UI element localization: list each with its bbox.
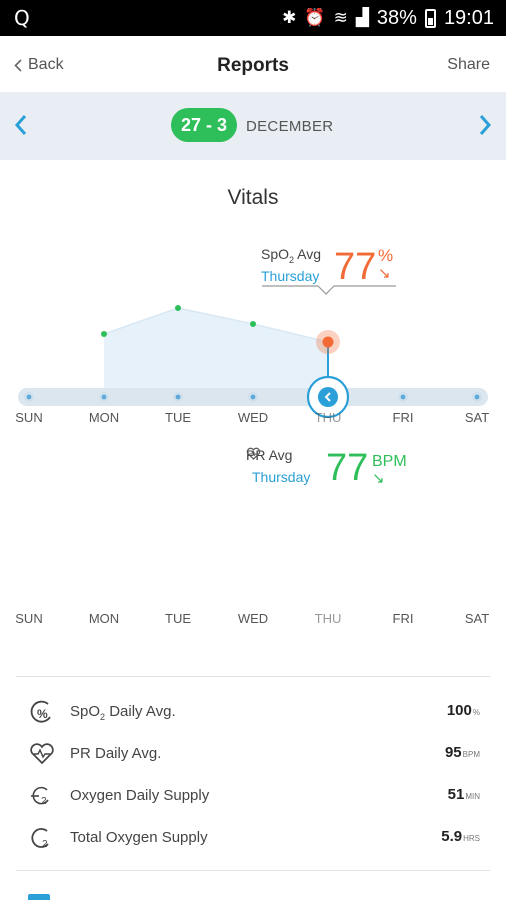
spo2-day-label-tue[interactable]: TUE: [165, 410, 191, 425]
spo2-day-label-wed[interactable]: WED: [237, 410, 269, 425]
summary-value: 51MIN: [447, 786, 480, 803]
pr-avg-unit: BPM: [372, 453, 407, 470]
summary-oxygen-daily-supply: 2 Oxygen Daily Supply 51MIN: [0, 775, 506, 817]
signal-icon: ▟: [355, 8, 369, 28]
next-section-peek: [28, 894, 50, 900]
spo2-track-dot-center: [175, 394, 181, 400]
o2-total-icon: 2: [31, 828, 49, 850]
next-week-button[interactable]: [472, 110, 498, 140]
spo2-track-dot-center: [400, 394, 406, 400]
status-bar: Q ✱ ⏰ ≋ ▟ 38% 19:01: [0, 0, 506, 36]
summary-spo2-daily-avg: % SpO2 Daily Avg. 100%: [0, 691, 506, 733]
previous-week-button[interactable]: [8, 110, 34, 140]
pr-day-label-fri[interactable]: FRI: [392, 611, 414, 626]
spo2-chart-svg: [18, 285, 488, 419]
spo2-point: [101, 331, 107, 337]
pr-tooltip: PR Avg Thursday 77 BPM ↘: [234, 443, 414, 503]
svg-text:2: 2: [41, 796, 47, 807]
summary-label: Total Oxygen Supply: [70, 829, 208, 846]
summary-label: SpO2 Daily Avg.: [70, 703, 176, 722]
wifi-icon: ≋: [333, 8, 348, 28]
spo2-chart: SpO2 Avg Thursday 77 % ↘ SUN MON TUE WED THU…: [0, 236, 506, 436]
spo2-day-label-sun[interactable]: SUN: [15, 410, 43, 425]
spo2-day-label-fri[interactable]: FRI: [392, 410, 414, 425]
oxygen-supply-icon: 2: [31, 786, 49, 807]
pr-avg-value: 77: [326, 447, 369, 489]
spo2-tooltip-pointer: [262, 285, 396, 295]
divider: [16, 676, 490, 677]
summary-label: PR Daily Avg.: [70, 745, 162, 762]
spo2-handle-core: [318, 387, 338, 407]
svg-text:2: 2: [42, 839, 48, 850]
summary-value: 95BPM: [444, 744, 480, 761]
heart-pulse-icon: [246, 447, 261, 460]
pr-day-label-wed[interactable]: WED: [237, 611, 269, 626]
pr-day-label-sun[interactable]: SUN: [15, 611, 43, 626]
back-label: Back: [28, 56, 64, 73]
spo2-day-label-mon[interactable]: MON: [88, 410, 120, 425]
summary-total-oxygen-supply: 2 Total Oxygen Supply 5.9HRS: [0, 817, 506, 859]
date-range-month: DECEMBER: [246, 118, 334, 135]
summary-pr-daily-avg: PR Daily Avg. 95BPM: [0, 733, 506, 775]
pr-day-label-thu[interactable]: THU: [314, 611, 342, 626]
spo2-line: [103, 307, 329, 343]
chevron-right-icon: [479, 115, 492, 135]
svg-text:%: %: [37, 707, 48, 721]
clock-time: 19:01: [443, 6, 494, 29]
pr-chart-svg: [0, 437, 506, 637]
chevron-left-icon: [14, 58, 22, 72]
bluetooth-icon: ✱: [282, 8, 297, 28]
spo2-point: [175, 305, 181, 311]
nav-bar: Back Reports Share: [0, 36, 506, 92]
chevron-left-icon: [324, 392, 331, 402]
pr-chart: PR Avg Thursday 77 BPM ↘ SUN MON TUE WED THU…: [0, 437, 506, 637]
pr-day-label-sat[interactable]: SAT: [464, 611, 490, 626]
spo2-point: [250, 321, 256, 327]
spo2-avg-unit: %: [378, 246, 394, 265]
date-range-bar: 27 - 3 DECEMBER: [0, 92, 506, 160]
alarm-icon: ⏰: [304, 8, 326, 28]
spo2-track-dot-center: [26, 394, 32, 400]
spo2-track-dot-center: [474, 394, 480, 400]
back-button[interactable]: Back: [14, 56, 64, 74]
pr-day-label-mon[interactable]: MON: [88, 611, 120, 626]
share-button[interactable]: Share: [447, 56, 490, 73]
summary-value: 5.9HRS: [441, 828, 480, 845]
divider: [16, 870, 490, 871]
trend-down-icon: ↘: [372, 469, 385, 487]
pr-day-label-tue[interactable]: TUE: [165, 611, 191, 626]
spo2-track-dot-center: [250, 394, 256, 400]
spo2-percent-icon: %: [30, 700, 51, 723]
spo2-day-label-sat[interactable]: SAT: [464, 410, 490, 425]
section-title: Vitals: [227, 186, 279, 209]
chevron-left-icon: [14, 115, 27, 135]
battery-icon: [424, 8, 436, 28]
battery-percent: 38%: [376, 6, 417, 29]
summary-label: Oxygen Daily Supply: [70, 787, 210, 804]
spo2-day-selector-handle[interactable]: [306, 375, 350, 419]
page-title: Reports: [217, 55, 289, 76]
spo2-avg-value: 77: [334, 246, 377, 288]
spo2-area: [104, 308, 328, 397]
pr-avg-label: PR Avg: [246, 447, 292, 463]
heart-pulse-icon: [30, 743, 54, 765]
spo2-avg-label: SpO2 Avg: [261, 246, 322, 265]
spo2-avg-day: Thursday: [261, 268, 320, 284]
status-icons: ✱ ⏰ ≋ ▟ 38% 19:01: [282, 5, 494, 31]
summary-value: 100%: [446, 702, 480, 719]
spo2-track-dot-center: [101, 394, 107, 400]
spo2-tooltip: SpO2 Avg Thursday 77 % ↘: [248, 242, 408, 302]
pr-avg-day: Thursday: [252, 469, 311, 485]
notification-q-icon: Q: [14, 6, 30, 30]
spo2-day-label-thu[interactable]: THU: [314, 410, 342, 425]
spo2-selected-point: [322, 336, 334, 348]
trend-down-icon: ↘: [378, 264, 391, 282]
date-range-pill: 27 - 3: [171, 108, 237, 142]
